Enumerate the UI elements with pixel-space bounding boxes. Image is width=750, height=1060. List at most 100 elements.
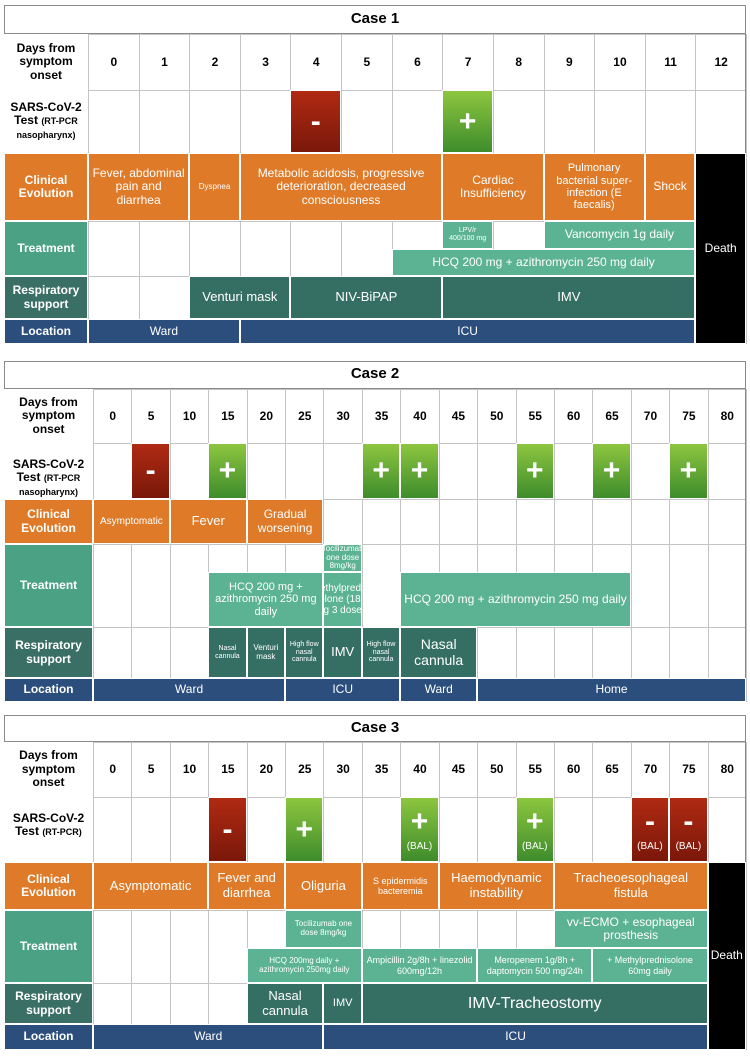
grid-line bbox=[400, 389, 402, 702]
treatment-item: Ampicillin 2g/8h + linezolid 600mg/12h bbox=[361, 948, 478, 983]
day-label: 1 bbox=[161, 54, 168, 69]
day-label: 3 bbox=[262, 54, 269, 69]
location-item: Ward bbox=[88, 319, 240, 344]
grid-line bbox=[361, 389, 363, 702]
treatment-label: Treatment bbox=[4, 221, 88, 276]
treatment-item: Vancomycin 1g daily bbox=[543, 221, 696, 249]
day-label: 75 bbox=[682, 408, 696, 423]
grid-line bbox=[4, 544, 746, 545]
day-label: 30 bbox=[336, 408, 350, 423]
respiratory-item: IMV bbox=[323, 627, 362, 678]
day-label: 5 bbox=[363, 54, 371, 69]
test-note: (BAL) bbox=[637, 840, 663, 852]
test-sign: + bbox=[372, 454, 390, 487]
respiratory-item: IMV bbox=[323, 983, 362, 1024]
day-label: 20 bbox=[259, 408, 274, 423]
test-sign: + bbox=[525, 804, 544, 838]
day-label: 80 bbox=[720, 762, 734, 777]
clinical-label: Clinical Evolution bbox=[4, 862, 93, 910]
clinical-item: Shock bbox=[644, 153, 696, 221]
day-label: 55 bbox=[528, 762, 542, 777]
grid-line bbox=[515, 389, 517, 702]
location-label: Location bbox=[4, 319, 88, 344]
clinical-label: Clinical Evolution bbox=[4, 153, 88, 221]
test-label-text: SARS-CoV-2 Test bbox=[12, 457, 85, 485]
day-label: 65 bbox=[605, 762, 619, 777]
day-label: 60 bbox=[566, 762, 581, 777]
clinical-item: Dyspnea bbox=[189, 153, 240, 221]
treatment-item: HCQ 200 mg + azithromycin 250 mg daily bbox=[391, 249, 696, 276]
test-sign: - bbox=[310, 104, 321, 138]
test-result: - (BAL) bbox=[669, 797, 708, 862]
treatment-item: Tocilizumab one dose 8mg/kg bbox=[323, 544, 362, 572]
clinical-item: Fever and diarrhea bbox=[208, 862, 286, 910]
days-label: Days from symptom onset bbox=[4, 389, 93, 443]
day-label: 0 bbox=[109, 762, 117, 777]
test-sign: + bbox=[410, 454, 429, 487]
respiratory-item: High flow nasal cannula bbox=[361, 627, 401, 678]
day-label: 20 bbox=[259, 762, 274, 777]
day-label: 4 bbox=[312, 54, 320, 69]
grid-line bbox=[131, 389, 133, 702]
test-result: - bbox=[131, 443, 170, 499]
outcome: Death bbox=[707, 862, 746, 1050]
grid-line bbox=[553, 389, 555, 702]
clinical-item: Asymptomatic bbox=[93, 862, 209, 910]
day-label: 70 bbox=[643, 408, 658, 423]
treatment-item: HCQ 200 mg + azithromycin 250 mg daily bbox=[400, 572, 631, 627]
day-label: 9 bbox=[565, 54, 573, 69]
day-label: 10 bbox=[613, 54, 627, 69]
clinical-item: Fever, abdominal pain and diarrhea bbox=[88, 153, 190, 221]
days-label: Days from symptom onset bbox=[4, 34, 88, 90]
days-label: Days from symptom onset bbox=[4, 742, 93, 797]
test-sign: + bbox=[295, 812, 314, 846]
clinical-item: Pulmonary bacterial super-infection (E f… bbox=[543, 153, 645, 221]
clinical-item: Oliguria bbox=[285, 862, 362, 910]
clinical-item: Cardiac Insufficiency bbox=[442, 153, 544, 221]
test-result: + bbox=[515, 443, 554, 499]
treatment-label: Treatment bbox=[4, 544, 93, 627]
day-label: 65 bbox=[605, 408, 619, 423]
treatment-item: Meropenem 1g/8h + daptomycin 500 mg/24h bbox=[477, 948, 593, 983]
day-label: 80 bbox=[720, 408, 734, 423]
respiratory-item: NIV-BiPAP bbox=[290, 276, 443, 319]
test-method: (RT-PCR) bbox=[42, 827, 82, 838]
grid-line bbox=[477, 389, 479, 702]
case-title: Case 3 bbox=[4, 715, 746, 742]
test-result: - bbox=[208, 797, 247, 862]
day-label: 40 bbox=[413, 762, 427, 777]
respiratory-label: Respiratory support bbox=[4, 983, 93, 1024]
test-label: SARS-CoV-2 Test (RT-PCR) bbox=[4, 797, 93, 862]
test-note: (BAL) bbox=[521, 840, 548, 852]
respiratory-label: Respiratory support bbox=[4, 276, 88, 319]
test-sign: + bbox=[458, 104, 477, 138]
test-result: + bbox=[442, 90, 493, 153]
test-note: (BAL) bbox=[675, 840, 702, 852]
test-result: + bbox=[285, 797, 324, 862]
clinical-label: Clinical Evolution bbox=[4, 499, 93, 544]
treatment-item: HCQ 200 mg + azithromycin 250 mg daily bbox=[208, 572, 324, 627]
respiratory-label: Respiratory support bbox=[4, 627, 93, 678]
day-label: 70 bbox=[643, 762, 658, 777]
outcome: Death bbox=[695, 153, 746, 344]
clinical-item: Metabolic acidosis, progressive deterior… bbox=[239, 153, 443, 221]
day-label: 5 bbox=[147, 762, 155, 777]
test-result: + (BAL) bbox=[400, 797, 439, 862]
respiratory-item: Nasal cannula bbox=[400, 627, 478, 678]
day-label: 0 bbox=[110, 54, 118, 69]
clinical-item: Haemodynamic instability bbox=[438, 862, 554, 910]
respiratory-item: Venturi mask bbox=[246, 627, 286, 678]
test-result: + bbox=[400, 443, 439, 499]
test-method: (RT-PCR nasopharynx) bbox=[18, 473, 81, 497]
day-label: 55 bbox=[528, 408, 542, 423]
test-label: SARS-CoV-2 Test (RT-PCR nasopharynx) bbox=[4, 90, 88, 153]
clinical-item: Asymptomatic bbox=[93, 499, 170, 544]
respiratory-item: Nasal cannula bbox=[246, 983, 324, 1024]
day-label: 75 bbox=[682, 762, 696, 777]
day-label: 50 bbox=[490, 408, 504, 423]
test-sign: - bbox=[683, 804, 694, 838]
day-label: 35 bbox=[374, 408, 389, 423]
test-sign: - bbox=[222, 812, 233, 846]
case-title: Case 2 bbox=[4, 361, 746, 389]
treatment-label: Treatment bbox=[4, 910, 93, 983]
